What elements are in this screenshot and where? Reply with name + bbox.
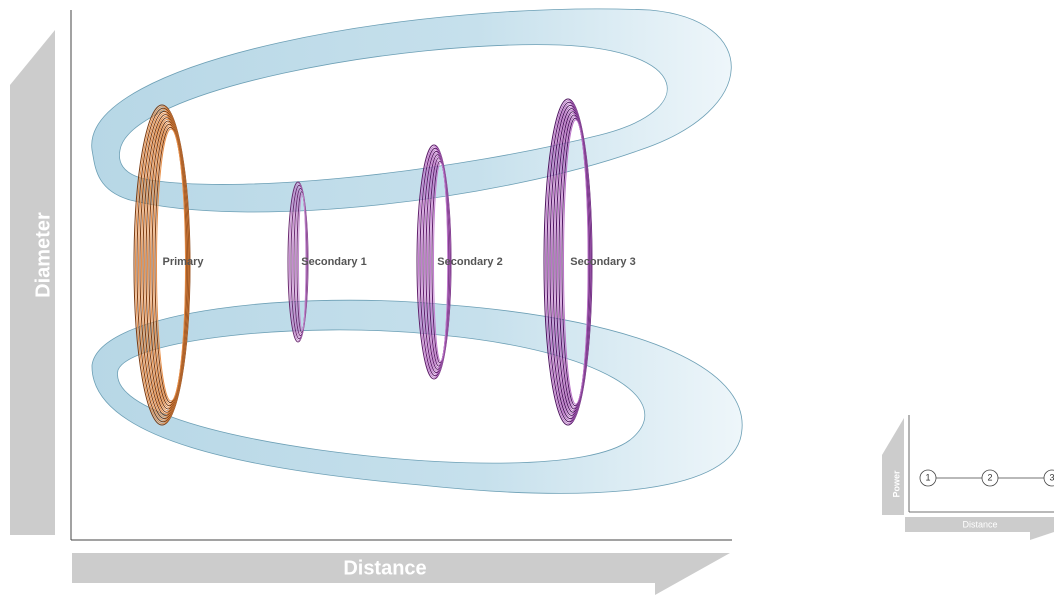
upper-loop <box>91 8 732 213</box>
lower-loop <box>91 299 743 494</box>
coil-turn <box>563 119 589 405</box>
node-label: 1 <box>925 472 930 482</box>
inset-node: 1 <box>919 469 937 487</box>
inset-y-arrow <box>882 418 904 515</box>
node-label: 3 <box>1049 472 1054 482</box>
y-axis-label: Diameter <box>32 212 54 298</box>
coil-turn <box>298 192 307 332</box>
inset-y-axis-label: Power <box>891 470 901 498</box>
inset-node: 3 <box>1043 469 1054 487</box>
inset-x-arrow <box>905 517 1054 540</box>
coil-label: Secondary 3 <box>570 256 635 268</box>
inset-node: 2 <box>981 469 999 487</box>
x-arrow <box>72 553 730 595</box>
coil-label: Secondary 1 <box>301 256 366 268</box>
node-label: 2 <box>987 472 992 482</box>
coil-turn <box>156 128 186 402</box>
y-arrow <box>10 30 55 535</box>
inset-x-axis-label: Distance <box>962 519 997 529</box>
coil-turn <box>433 162 449 362</box>
coil-label: Primary <box>163 256 205 268</box>
coils <box>133 98 593 426</box>
coil-label: Secondary 2 <box>437 256 502 268</box>
x-axis-label: Distance <box>343 557 426 579</box>
